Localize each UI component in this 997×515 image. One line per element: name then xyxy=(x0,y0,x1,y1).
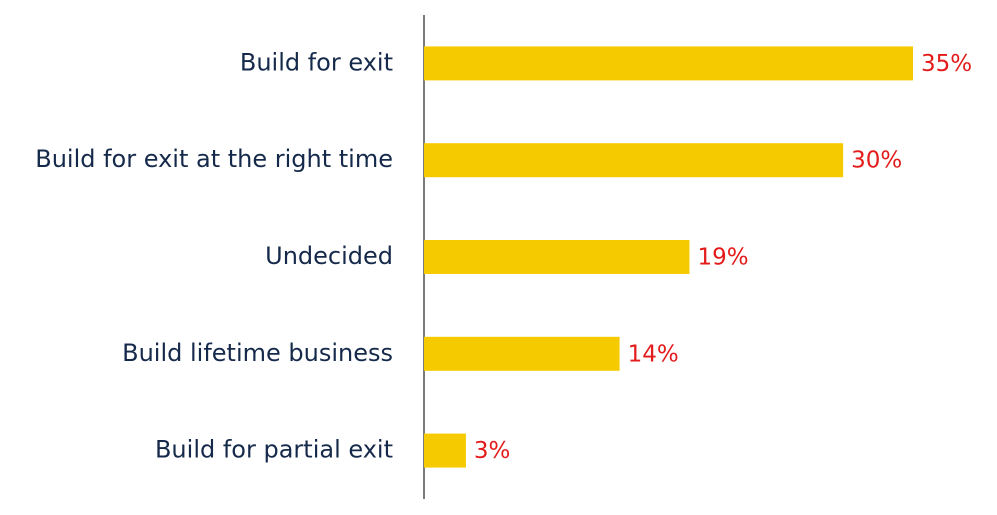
value-label: 14% xyxy=(628,341,679,367)
bar xyxy=(424,143,844,178)
value-label: 3% xyxy=(474,438,511,464)
bar xyxy=(424,46,913,81)
category-label: Build for partial exit xyxy=(155,436,393,464)
category-label: Build lifetime business xyxy=(122,339,393,367)
value-label: 35% xyxy=(921,51,972,77)
category-label: Undecided xyxy=(265,242,393,270)
bar xyxy=(424,240,690,274)
bar xyxy=(424,336,620,371)
category-label: Build for exit at the right time xyxy=(35,145,393,173)
bar xyxy=(424,433,466,468)
value-label: 19% xyxy=(697,245,748,271)
category-label: Build for exit xyxy=(240,48,393,76)
value-label: 30% xyxy=(851,148,902,174)
